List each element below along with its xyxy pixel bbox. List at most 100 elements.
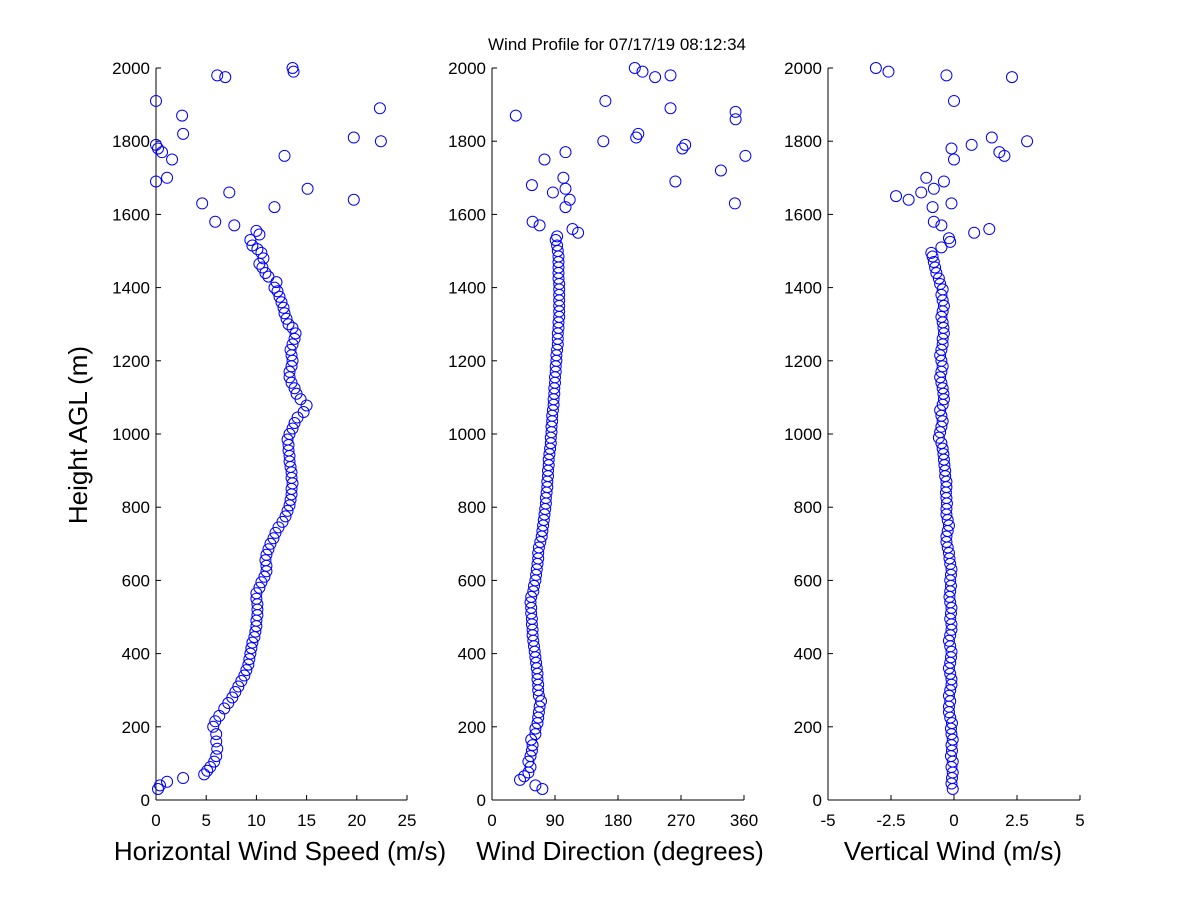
- data-point: [286, 62, 299, 74]
- data-point: [930, 266, 943, 279]
- data-point: [522, 755, 535, 768]
- xlabel-speed: Horizontal Wind Speed (m/s): [114, 836, 446, 866]
- data-point: [1005, 71, 1018, 84]
- y-tick-label: 2000: [112, 59, 150, 78]
- data-point: [985, 131, 998, 144]
- data-point: [246, 239, 259, 252]
- data-point: [935, 219, 948, 232]
- data-point: [253, 581, 266, 594]
- data-point: [257, 252, 270, 265]
- data-point: [940, 530, 953, 543]
- data-point: [890, 190, 903, 203]
- data-point: [566, 223, 579, 236]
- data-point: [271, 285, 284, 298]
- data-point: [920, 171, 933, 184]
- y-tick-label: 1000: [112, 425, 150, 444]
- data-point: [219, 71, 232, 84]
- data-point: [546, 186, 559, 199]
- data-point: [289, 327, 302, 340]
- data-point: [275, 296, 288, 309]
- x-tick-label: 90: [546, 811, 565, 830]
- data-point: [269, 526, 282, 539]
- data-point: [728, 197, 741, 210]
- y-tick-label: 1000: [448, 425, 486, 444]
- data-point: [347, 193, 360, 206]
- data-point: [297, 406, 310, 419]
- data-point: [942, 232, 955, 245]
- data-point: [937, 175, 950, 188]
- data-point: [948, 94, 960, 107]
- data-point: [669, 175, 682, 188]
- data-point: [250, 587, 263, 600]
- wind-direction-plot: 0 200 400 600 800 1000 1200 1400 1600 1800 2000 0 90…: [448, 59, 758, 830]
- data-point: [207, 720, 220, 733]
- data-point: [934, 371, 947, 384]
- data-point: [211, 69, 224, 82]
- data-point: [196, 197, 209, 210]
- data-point: [286, 338, 299, 351]
- y-tick-label: 800: [458, 498, 486, 517]
- x-tick-label: 360: [730, 811, 758, 830]
- data-point: [268, 201, 281, 214]
- data-point: [714, 164, 727, 177]
- y-tick-label: 0: [813, 791, 822, 810]
- data-point: [937, 299, 950, 312]
- y-tick-label: 200: [794, 718, 822, 737]
- data-point: [559, 146, 572, 159]
- data-point: [945, 673, 958, 686]
- data-point: [932, 431, 945, 444]
- data-point: [965, 138, 978, 151]
- data-point: [936, 283, 949, 296]
- data-point: [927, 215, 940, 228]
- data-point: [246, 636, 259, 649]
- data-point: [529, 722, 542, 735]
- y-tick-label: 1800: [112, 132, 150, 151]
- data-point: [150, 175, 162, 188]
- data-point: [927, 182, 940, 195]
- data-point: [936, 415, 949, 428]
- y-tick-label: 1200: [112, 352, 150, 371]
- data-point: [284, 343, 297, 356]
- data-point: [264, 537, 277, 550]
- y-tick-label: 0: [477, 791, 486, 810]
- data-point: [253, 228, 266, 241]
- data-point: [563, 193, 576, 206]
- data-point: [932, 272, 945, 285]
- data-point: [664, 69, 677, 82]
- data-point: [525, 590, 538, 603]
- data-point: [262, 270, 275, 283]
- data-point: [288, 382, 301, 395]
- x-tick-label: 15: [297, 811, 316, 830]
- data-point: [210, 750, 223, 763]
- data-point: [551, 230, 564, 243]
- y-tick-label: 1600: [448, 205, 486, 224]
- xlabel-direction: Wind Direction (degrees): [476, 836, 764, 866]
- data-point: [201, 764, 214, 777]
- data-point: [934, 277, 947, 290]
- data-point: [942, 689, 955, 702]
- y-tick-label: 1400: [112, 279, 150, 298]
- data-point: [250, 224, 263, 237]
- data-point: [509, 109, 522, 122]
- data-point: [935, 310, 948, 323]
- data-point: [535, 695, 547, 708]
- data-point: [245, 642, 258, 655]
- data-point: [524, 596, 537, 609]
- data-point: [532, 541, 545, 554]
- y-tick-label: 2000: [448, 59, 486, 78]
- data-point: [729, 113, 742, 126]
- data-point: [268, 281, 281, 294]
- data-point: [940, 69, 953, 82]
- data-point: [942, 519, 955, 532]
- x-tick-label: 0: [487, 811, 496, 830]
- data-point: [945, 645, 958, 658]
- x-tick-label: 20: [347, 811, 366, 830]
- data-point: [597, 135, 610, 148]
- y-tick-label: 400: [122, 645, 150, 664]
- data-point: [729, 105, 742, 118]
- x-tick-label: -2.5: [876, 811, 905, 830]
- data-point: [226, 691, 239, 704]
- data-point: [286, 321, 299, 334]
- data-point: [559, 201, 572, 214]
